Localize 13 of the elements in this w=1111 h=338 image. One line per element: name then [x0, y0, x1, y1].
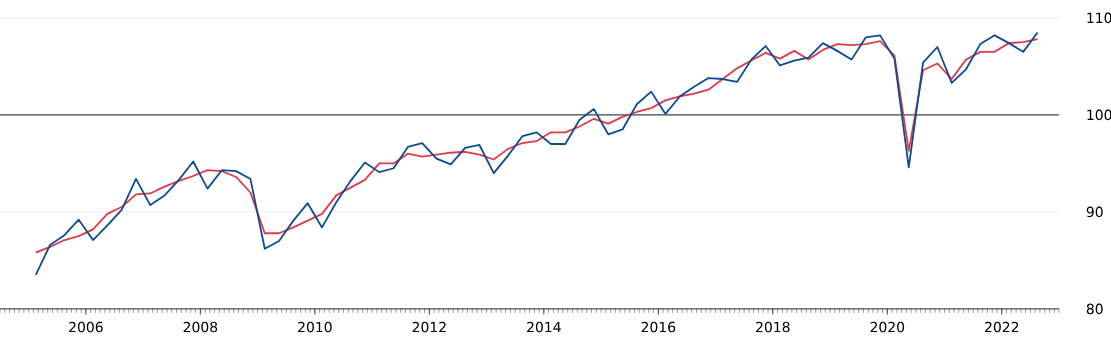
- y-tick-label: 110: [1087, 12, 1111, 24]
- x-tick-label: 2016: [641, 321, 676, 333]
- x-tick-label: 2008: [183, 321, 218, 333]
- x-tick-label: 2020: [870, 321, 905, 333]
- y-tick-label: 100: [1087, 109, 1111, 121]
- x-tick-label: 2010: [298, 321, 332, 333]
- y-tick-label: 90: [1086, 206, 1103, 218]
- x-tick-label: 2006: [69, 321, 103, 333]
- y-tick-label: 80: [1086, 303, 1103, 315]
- x-tick-label: 2014: [527, 321, 561, 333]
- x-tick-label: 2012: [412, 321, 446, 333]
- x-tick-label: 2022: [985, 321, 1019, 333]
- x-tick-label: 2018: [756, 321, 790, 333]
